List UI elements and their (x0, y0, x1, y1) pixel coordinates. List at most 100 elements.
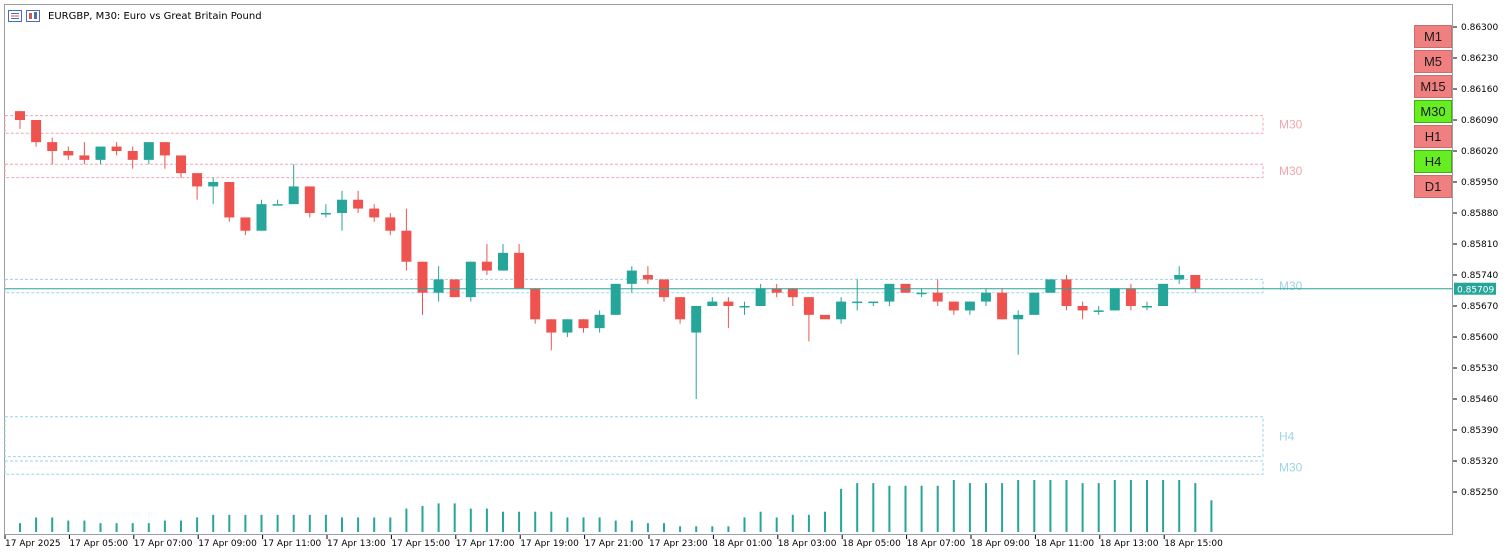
candle (63, 146, 74, 160)
candle-body (1077, 306, 1088, 311)
candle-body (1109, 288, 1120, 311)
candle-body (868, 301, 879, 304)
candle-body (981, 292, 991, 302)
candle-body (127, 151, 138, 160)
zone-label-1: M30 (1279, 164, 1303, 178)
candle-body (691, 306, 702, 333)
candle-body (176, 155, 186, 174)
candle-body (320, 213, 331, 215)
candle (948, 301, 959, 315)
candle (707, 297, 718, 306)
candle (594, 310, 605, 333)
candle (31, 120, 42, 147)
x-tick-label: 18 Apr 09:00 (971, 539, 1030, 549)
x-axis: 17 Apr 2025 17 Apr 05:00 17 Apr 07:00 17 Ap… (4, 535, 1223, 549)
candle-body (369, 208, 380, 218)
candle (143, 142, 154, 165)
y-tick-label: 0.86160 (1461, 85, 1498, 95)
candle (337, 190, 347, 231)
candle-body (642, 275, 653, 280)
candle (353, 190, 364, 213)
candle-body (594, 314, 605, 329)
candle (836, 297, 847, 324)
timeframe-button-h4[interactable]: H4 (1414, 150, 1452, 173)
candle-body (997, 292, 1008, 320)
chart-frame[interactable] (4, 4, 1453, 535)
x-tick-label: 17 Apr 11:00 (263, 539, 322, 549)
x-tick-label: 18 Apr 15:00 (1164, 539, 1223, 549)
candle (997, 288, 1008, 320)
timeframe-button-m5[interactable]: M5 (1414, 50, 1452, 73)
candle (111, 142, 122, 156)
candle (192, 173, 203, 200)
candle (256, 199, 267, 231)
chart-menu-icon[interactable] (8, 10, 22, 22)
candle (884, 283, 895, 306)
candle-body (1013, 314, 1024, 320)
candle-body (224, 182, 235, 218)
candle (964, 301, 975, 315)
candle-body (610, 283, 621, 315)
timeframe-button-m15[interactable]: M15 (1414, 75, 1452, 98)
candle-body (1125, 288, 1136, 306)
y-tick-label: 0.85250 (1461, 488, 1498, 498)
candle (562, 319, 573, 337)
candle (159, 142, 170, 169)
timeframe-button-m1[interactable]: M1 (1414, 25, 1452, 48)
x-tick-label: 17 Apr 13:00 (327, 539, 386, 549)
candle (1045, 279, 1056, 293)
x-tick-label: 17 Apr 15:00 (391, 539, 450, 549)
candle-body (498, 252, 508, 271)
candle-body (208, 182, 219, 187)
candle (127, 146, 138, 169)
candle (1093, 306, 1104, 315)
candle (514, 244, 525, 289)
candle-body (95, 146, 106, 160)
candle-body (272, 204, 283, 206)
timeframe-button-d1[interactable]: D1 (1414, 175, 1452, 198)
candle-body (836, 301, 847, 320)
candle-body (884, 283, 895, 302)
current-price-tag (1454, 282, 1496, 295)
candle (369, 204, 380, 222)
timeframe-button-h1[interactable]: H1 (1414, 125, 1452, 148)
timeframe-panel: M1 M5 M15 M30 H1 H4 D1 (1414, 25, 1452, 200)
y-tick-label: 0.86020 (1461, 147, 1498, 157)
candle-body (1061, 279, 1072, 306)
candle (1158, 283, 1169, 306)
candle-body (417, 261, 428, 293)
x-tick-label: 18 Apr 11:00 (1035, 539, 1094, 549)
y-tick-label: 0.86230 (1461, 54, 1498, 64)
y-tick-label: 0.85740 (1461, 271, 1498, 281)
candle-body (192, 173, 203, 187)
candle (659, 279, 669, 302)
chart-type-icon[interactable] (26, 10, 40, 22)
candle-body (562, 319, 573, 333)
zone-3 (4, 416, 1264, 458)
timeframe-button-m30[interactable]: M30 (1414, 100, 1452, 123)
candle-body (256, 204, 267, 231)
candle-body (1045, 279, 1056, 293)
x-tick-label: 17 Apr 19:00 (520, 539, 579, 549)
candle (272, 199, 283, 206)
zone-1 (4, 163, 1264, 179)
candle (1190, 275, 1201, 293)
candle-body (530, 288, 541, 320)
candle-body (385, 217, 396, 231)
x-tick-label: 18 Apr 07:00 (907, 539, 966, 549)
zone-0 (4, 115, 1264, 134)
candle-body (932, 292, 943, 302)
candle-body (852, 301, 863, 304)
current-price-label: 0.85709 (1457, 286, 1494, 296)
candle (224, 182, 235, 222)
candle (642, 266, 653, 284)
y-tick-label: 0.85600 (1461, 333, 1498, 343)
candle (578, 319, 589, 333)
x-tick-label: 18 Apr 01:00 (713, 539, 772, 549)
candle (1142, 301, 1152, 311)
candle (1029, 292, 1040, 315)
candle (1174, 266, 1185, 284)
candle (288, 164, 299, 205)
candle (385, 213, 396, 236)
